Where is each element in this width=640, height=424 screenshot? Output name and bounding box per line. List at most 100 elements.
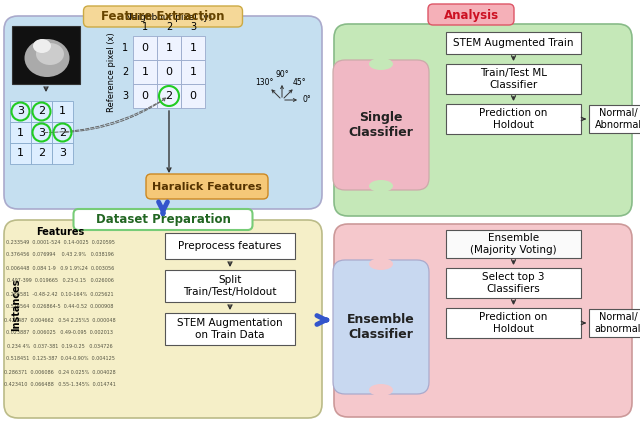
Text: 2: 2 (122, 67, 128, 77)
Text: 0.426487  0.004662   0.54 2.25%5  0.000048: 0.426487 0.004662 0.54 2.25%5 0.000048 (4, 318, 116, 323)
Bar (10, 122, 31, 143)
Bar (446, 268, 581, 298)
Text: 2: 2 (166, 22, 172, 32)
Bar (446, 104, 581, 134)
FancyBboxPatch shape (4, 16, 322, 209)
Text: 90°: 90° (275, 70, 289, 79)
Bar (165, 270, 295, 302)
FancyBboxPatch shape (4, 220, 322, 418)
Bar (31, 101, 52, 122)
Text: 1: 1 (166, 43, 173, 53)
Text: 3: 3 (122, 91, 128, 101)
Ellipse shape (36, 43, 64, 65)
Text: Ensemble
Classifier: Ensemble Classifier (347, 313, 415, 341)
Text: 0.234 4%  0.037-381  0.19-0.25   0.034726: 0.234 4% 0.037-381 0.19-0.25 0.034726 (7, 343, 113, 349)
Text: STEM Augmentation
on Train Data: STEM Augmentation on Train Data (177, 318, 283, 340)
Text: Instances: Instances (11, 279, 21, 331)
Text: 1: 1 (189, 67, 196, 77)
Text: Ensemble
(Majority Voting): Ensemble (Majority Voting) (470, 233, 557, 255)
Text: Select top 3
Classifiers: Select top 3 Classifiers (483, 272, 545, 294)
Text: 1: 1 (189, 43, 196, 53)
Text: 0.236581  -0.48-2.42  0.10-164%  0.025621: 0.236581 -0.48-2.42 0.10-164% 0.025621 (6, 292, 114, 296)
Bar (31, 143, 52, 164)
Text: 0: 0 (141, 91, 148, 101)
Text: Prediction on
Holdout: Prediction on Holdout (479, 108, 548, 130)
Ellipse shape (369, 258, 393, 270)
Text: Normal/
abnormal: Normal/ abnormal (595, 312, 640, 334)
Text: Single
Classifier: Single Classifier (349, 111, 413, 139)
Bar (52, 122, 73, 143)
Text: 3: 3 (59, 148, 66, 159)
Text: 2: 2 (59, 128, 66, 137)
Ellipse shape (369, 58, 393, 70)
Bar (589, 309, 640, 337)
Text: 1: 1 (141, 67, 148, 77)
Bar (31, 122, 52, 143)
Text: 0.006448  0.084 1-9   0.9 1.9%24  0.003056: 0.006448 0.084 1-9 0.9 1.9%24 0.003056 (6, 265, 114, 271)
Text: Neighbour pixel (y): Neighbour pixel (y) (125, 12, 212, 22)
Bar (12, 26, 80, 84)
Text: 0: 0 (166, 67, 173, 77)
Text: 1: 1 (142, 22, 148, 32)
Bar (133, 36, 157, 60)
Text: 1: 1 (17, 128, 24, 137)
Bar (10, 143, 31, 164)
FancyBboxPatch shape (428, 4, 514, 25)
FancyBboxPatch shape (334, 224, 632, 417)
Ellipse shape (33, 39, 51, 53)
Text: 0: 0 (189, 91, 196, 101)
Text: Analysis: Analysis (444, 8, 499, 22)
Bar (165, 313, 295, 345)
FancyBboxPatch shape (83, 6, 243, 27)
Text: 1: 1 (59, 106, 66, 117)
Text: 1: 1 (122, 43, 128, 53)
Text: Prediction on
Holdout: Prediction on Holdout (479, 312, 548, 334)
Text: 0: 0 (141, 43, 148, 53)
FancyBboxPatch shape (74, 209, 253, 230)
Bar (165, 233, 295, 259)
Bar (446, 308, 581, 338)
Bar (157, 84, 181, 108)
Text: 0.233549  0.0001-524  0.14-0025  0.020595: 0.233549 0.0001-524 0.14-0025 0.020595 (6, 240, 115, 245)
Text: 2: 2 (38, 106, 45, 117)
Bar (446, 32, 581, 54)
Ellipse shape (24, 39, 70, 77)
Text: Features: Features (36, 227, 84, 237)
Text: 0.518451  0.125-387  0.04-0.90%  0.004125: 0.518451 0.125-387 0.04-0.90% 0.004125 (6, 357, 115, 362)
Text: 1: 1 (17, 148, 24, 159)
FancyBboxPatch shape (333, 60, 429, 190)
Text: 3: 3 (190, 22, 196, 32)
Text: 3: 3 (38, 128, 45, 137)
Bar (181, 60, 205, 84)
Text: 0.423410  0.066488   0.55-1.345%  0.014741: 0.423410 0.066488 0.55-1.345% 0.014741 (4, 382, 116, 388)
Text: Split
Train/Test/Holdout: Split Train/Test/Holdout (183, 275, 276, 297)
Bar (181, 36, 205, 60)
Bar (52, 143, 73, 164)
Text: Reference pixel (x): Reference pixel (x) (106, 32, 115, 112)
Text: 0.286371  0.006086   0.24 0.025%  0.004028: 0.286371 0.006086 0.24 0.025% 0.004028 (4, 369, 116, 374)
Bar (181, 84, 205, 108)
Ellipse shape (369, 180, 393, 192)
Text: 45°: 45° (293, 78, 307, 86)
Text: 0.376456  0.076994    0.43 2.9%   0.038196: 0.376456 0.076994 0.43 2.9% 0.038196 (6, 253, 114, 257)
Text: Dataset Preparation: Dataset Preparation (95, 212, 230, 226)
Bar (446, 64, 581, 94)
FancyBboxPatch shape (334, 24, 632, 216)
Bar (157, 36, 181, 60)
Bar (133, 84, 157, 108)
Text: Preprocess features: Preprocess features (179, 241, 282, 251)
Text: 0.023887  0.006025   0.49-0.095  0.002013: 0.023887 0.006025 0.49-0.095 0.002013 (6, 330, 113, 335)
Ellipse shape (369, 384, 393, 396)
Text: 0.497-399  0.019665   0.23-0.15   0.026006: 0.497-399 0.019665 0.23-0.15 0.026006 (6, 279, 113, 284)
Bar (133, 60, 157, 84)
Text: 3: 3 (17, 106, 24, 117)
Bar (52, 101, 73, 122)
Text: Feature Extraction: Feature Extraction (101, 11, 225, 23)
Text: 0°: 0° (303, 95, 312, 104)
Bar (589, 105, 640, 133)
Bar (157, 60, 181, 84)
FancyBboxPatch shape (146, 174, 268, 199)
Text: 2: 2 (165, 91, 173, 101)
Bar (10, 101, 31, 122)
Text: STEM Augmented Train: STEM Augmented Train (453, 38, 573, 48)
